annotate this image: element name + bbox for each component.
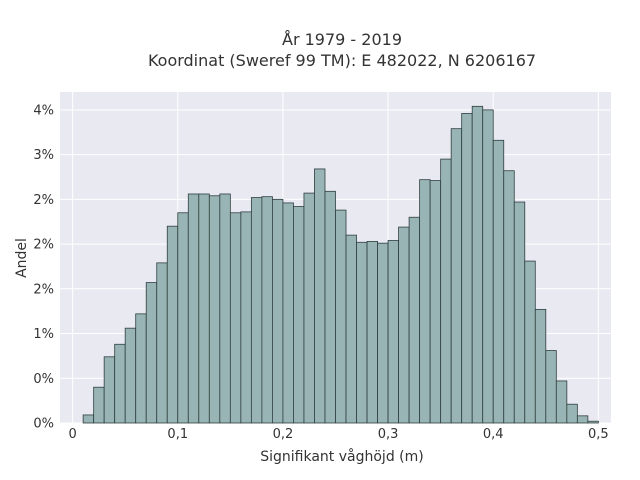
histogram-bar bbox=[366, 240, 378, 424]
histogram-bar bbox=[156, 262, 168, 424]
y-tick-label: 0% bbox=[33, 417, 54, 432]
histogram-bar bbox=[208, 195, 221, 424]
histogram-bar bbox=[282, 202, 294, 424]
histogram-bar bbox=[482, 109, 494, 424]
y-axis-label: Andel bbox=[14, 238, 30, 278]
y-tick-label: 2% bbox=[33, 193, 54, 208]
histogram-bar bbox=[440, 158, 452, 424]
histogram-bar bbox=[293, 206, 305, 424]
x-tick-label: 0,4 bbox=[483, 427, 504, 442]
y-axis-ticks: 0% 0% 1% 2% 2% 2% 3% 4% bbox=[33, 103, 54, 431]
x-tick-label: 0,3 bbox=[378, 427, 399, 442]
histogram-bar bbox=[177, 212, 189, 424]
histogram-bar bbox=[198, 193, 210, 424]
histogram-bar bbox=[229, 212, 242, 424]
histogram-bar bbox=[513, 201, 526, 424]
x-tick-label: 0 bbox=[68, 427, 76, 442]
y-tick-label: 0% bbox=[33, 372, 54, 387]
y-tick-label: 4% bbox=[33, 103, 54, 118]
histogram-bar bbox=[250, 197, 263, 424]
histogram-bar bbox=[166, 225, 179, 424]
histogram-bar bbox=[419, 179, 431, 424]
histogram-bar bbox=[240, 211, 252, 424]
histogram-bar bbox=[398, 226, 410, 424]
histogram-bar bbox=[261, 196, 273, 424]
histogram-bar bbox=[114, 343, 126, 424]
histogram-bar bbox=[145, 282, 158, 424]
histogram-bar bbox=[587, 420, 599, 424]
histogram-bar bbox=[524, 260, 536, 424]
histogram-bar bbox=[356, 241, 368, 424]
histogram-bar bbox=[492, 139, 505, 424]
x-axis-ticks: 0 0,1 0,2 0,3 0,4 0,5 bbox=[68, 427, 608, 442]
histogram-bar bbox=[534, 308, 547, 424]
x-tick-label: 0,1 bbox=[167, 427, 188, 442]
histogram-bar bbox=[135, 313, 147, 424]
histogram-bar bbox=[272, 198, 284, 424]
histogram-bar bbox=[124, 327, 137, 424]
histogram-bar bbox=[314, 168, 326, 424]
y-tick-label: 2% bbox=[33, 238, 54, 253]
y-tick-label: 2% bbox=[33, 282, 54, 297]
histogram-bar bbox=[219, 193, 231, 424]
histogram-bar bbox=[503, 170, 515, 424]
histogram-bar bbox=[387, 240, 399, 424]
x-axis-label: Signifikant våghöjd (m) bbox=[260, 448, 423, 465]
histogram-bars bbox=[82, 105, 599, 424]
histogram-bar bbox=[103, 356, 116, 424]
histogram-bar bbox=[576, 415, 589, 424]
histogram-bar bbox=[335, 209, 347, 424]
histogram-bar bbox=[345, 234, 357, 424]
chart-subtitle: Koordinat (Sweref 99 TM): E 482022, N 62… bbox=[148, 51, 536, 70]
histogram-bar bbox=[545, 350, 557, 424]
histogram-bar bbox=[450, 128, 463, 424]
histogram-bar bbox=[93, 386, 105, 424]
y-tick-label: 1% bbox=[33, 327, 54, 342]
histogram-bar bbox=[566, 403, 578, 424]
histogram-bar bbox=[303, 192, 315, 424]
y-tick-label: 3% bbox=[33, 148, 54, 163]
chart-title: År 1979 - 2019 bbox=[282, 30, 402, 49]
histogram-bar bbox=[408, 216, 421, 424]
histogram-bar bbox=[82, 414, 95, 424]
histogram-bar bbox=[429, 180, 442, 424]
x-tick-label: 0,2 bbox=[273, 427, 294, 442]
histogram-bar bbox=[471, 105, 484, 424]
x-tick-label: 0,5 bbox=[588, 427, 609, 442]
histogram-bar bbox=[377, 242, 389, 424]
histogram-bar bbox=[555, 380, 568, 424]
histogram-bar bbox=[187, 193, 200, 424]
histogram-bar bbox=[461, 113, 473, 424]
histogram-bar bbox=[324, 190, 336, 424]
